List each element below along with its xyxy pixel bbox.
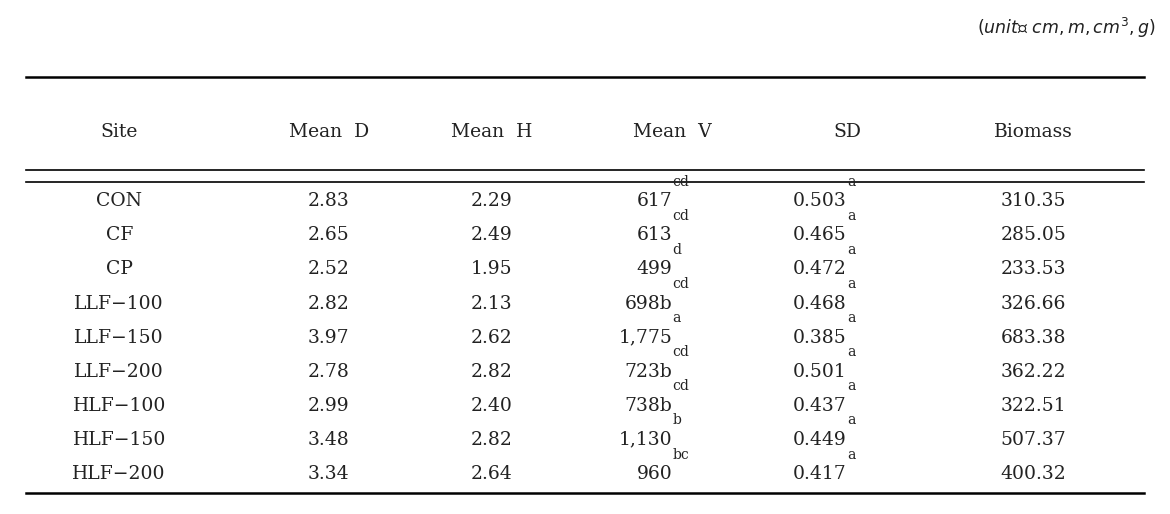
Text: 1,775: 1,775: [619, 328, 673, 346]
Text: 2.82: 2.82: [308, 295, 350, 313]
Text: 285.05: 285.05: [1000, 226, 1066, 244]
Text: 507.37: 507.37: [1000, 431, 1066, 449]
Text: 738b: 738b: [625, 397, 673, 415]
Text: 362.22: 362.22: [1000, 363, 1066, 381]
Text: a: a: [847, 448, 855, 462]
Text: a: a: [847, 209, 855, 223]
Text: HLF−150: HLF−150: [73, 431, 166, 449]
Text: 0.449: 0.449: [793, 431, 847, 449]
Text: Biomass: Biomass: [993, 123, 1073, 141]
Text: cd: cd: [673, 277, 689, 291]
Text: Mean  H: Mean H: [452, 123, 532, 141]
Text: CP: CP: [105, 261, 132, 279]
Text: a: a: [673, 311, 681, 325]
Text: 3.97: 3.97: [308, 328, 350, 346]
Text: d: d: [673, 243, 681, 257]
Text: a: a: [847, 175, 855, 189]
Text: a: a: [847, 243, 855, 257]
Text: 2.82: 2.82: [470, 431, 512, 449]
Text: 2.65: 2.65: [308, 226, 350, 244]
Text: cd: cd: [673, 345, 689, 359]
Text: 2.83: 2.83: [308, 192, 350, 210]
Text: SD: SD: [833, 123, 861, 141]
Text: bc: bc: [673, 448, 689, 462]
Text: HLF−200: HLF−200: [73, 465, 166, 483]
Text: 617: 617: [636, 192, 673, 210]
Text: 2.49: 2.49: [472, 226, 512, 244]
Text: LLF−100: LLF−100: [75, 295, 164, 313]
Text: a: a: [847, 379, 855, 393]
Text: 0.437: 0.437: [793, 397, 847, 415]
Text: 2.52: 2.52: [308, 261, 350, 279]
Text: 322.51: 322.51: [1000, 397, 1066, 415]
Text: 613: 613: [636, 226, 673, 244]
Text: LLF−150: LLF−150: [75, 328, 164, 346]
Text: 723b: 723b: [625, 363, 673, 381]
Text: a: a: [847, 311, 855, 325]
Text: 2.62: 2.62: [472, 328, 512, 346]
Text: CF: CF: [105, 226, 133, 244]
Text: 2.78: 2.78: [308, 363, 350, 381]
Text: 698b: 698b: [625, 295, 673, 313]
Text: 3.34: 3.34: [308, 465, 350, 483]
Text: 0.503: 0.503: [793, 192, 847, 210]
Text: 326.66: 326.66: [1000, 295, 1066, 313]
Text: 960: 960: [636, 465, 673, 483]
Text: HLF−100: HLF−100: [73, 397, 166, 415]
Text: 0.472: 0.472: [793, 261, 847, 279]
Text: 0.468: 0.468: [793, 295, 847, 313]
Text: 2.13: 2.13: [472, 295, 512, 313]
Text: a: a: [847, 413, 855, 428]
Text: a: a: [847, 345, 855, 359]
Text: 0.465: 0.465: [793, 226, 847, 244]
Text: 1,130: 1,130: [619, 431, 673, 449]
Text: 400.32: 400.32: [1000, 465, 1066, 483]
Text: Mean  V: Mean V: [633, 123, 711, 141]
Text: 683.38: 683.38: [1000, 328, 1066, 346]
Text: cd: cd: [673, 209, 689, 223]
Text: Mean  D: Mean D: [289, 123, 369, 141]
Text: 2.82: 2.82: [470, 363, 512, 381]
Text: 0.417: 0.417: [793, 465, 847, 483]
Text: cd: cd: [673, 379, 689, 393]
Text: 3.48: 3.48: [308, 431, 350, 449]
Text: LLF−200: LLF−200: [75, 363, 164, 381]
Text: 2.99: 2.99: [308, 397, 350, 415]
Text: a: a: [847, 277, 855, 291]
Text: 1.95: 1.95: [472, 261, 512, 279]
Text: 233.53: 233.53: [1000, 261, 1066, 279]
Text: CON: CON: [96, 192, 143, 210]
Text: $(unit：\ \it{cm, m, cm^{3}, g})$: $(unit：\ \it{cm, m, cm^{3}, g})$: [977, 15, 1156, 40]
Text: 0.385: 0.385: [793, 328, 847, 346]
Text: 0.501: 0.501: [793, 363, 847, 381]
Text: 2.64: 2.64: [472, 465, 512, 483]
Text: 2.29: 2.29: [472, 192, 512, 210]
Text: b: b: [673, 413, 681, 428]
Text: 499: 499: [636, 261, 673, 279]
Text: 2.40: 2.40: [470, 397, 512, 415]
Text: 310.35: 310.35: [1000, 192, 1066, 210]
Text: cd: cd: [673, 175, 689, 189]
Text: Site: Site: [101, 123, 138, 141]
